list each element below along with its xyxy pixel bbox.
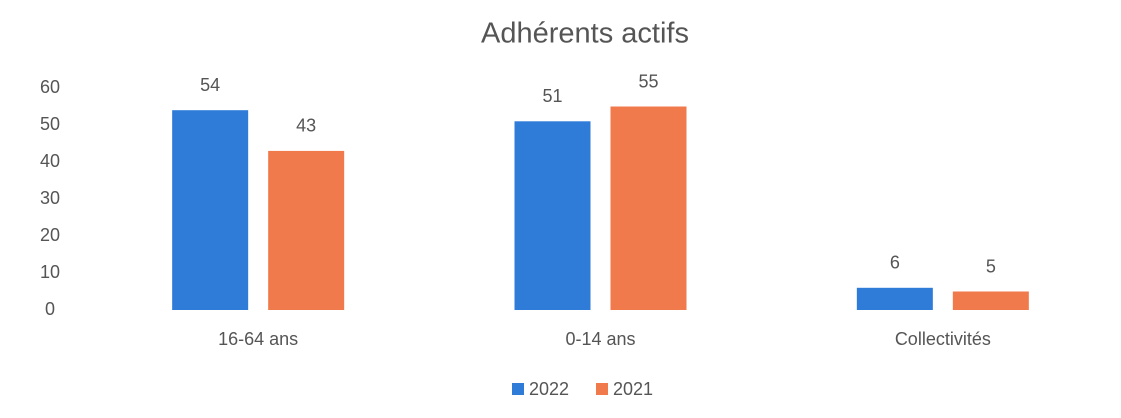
bar [952,291,1029,310]
data-label: 55 [638,71,658,91]
bar [514,121,591,310]
y-tick-label: 30 [40,188,60,208]
y-tick-label: 20 [40,225,60,245]
x-tick-label: Collectivités [895,329,991,349]
legend-label: 2022 [529,379,569,399]
y-tick-label: 50 [40,114,60,134]
bar [172,110,249,310]
y-tick-label: 40 [40,151,60,171]
data-label: 54 [200,75,220,95]
legend-swatch [512,383,524,395]
y-tick-label: 10 [40,262,60,282]
bar [856,287,933,310]
data-label: 51 [542,86,562,106]
data-label: 6 [890,253,900,273]
legend-label: 2021 [613,379,653,399]
bar [268,150,345,310]
data-label: 43 [296,116,316,136]
x-tick-label: 16-64 ans [218,329,298,349]
bar [610,106,687,310]
y-tick-label: 60 [40,77,60,97]
chart-title: Adhérents actifs [481,18,689,50]
y-tick-label: 0 [45,299,55,319]
legend-swatch [596,383,608,395]
data-label: 5 [986,256,996,276]
x-tick-label: 0-14 ans [565,329,635,349]
